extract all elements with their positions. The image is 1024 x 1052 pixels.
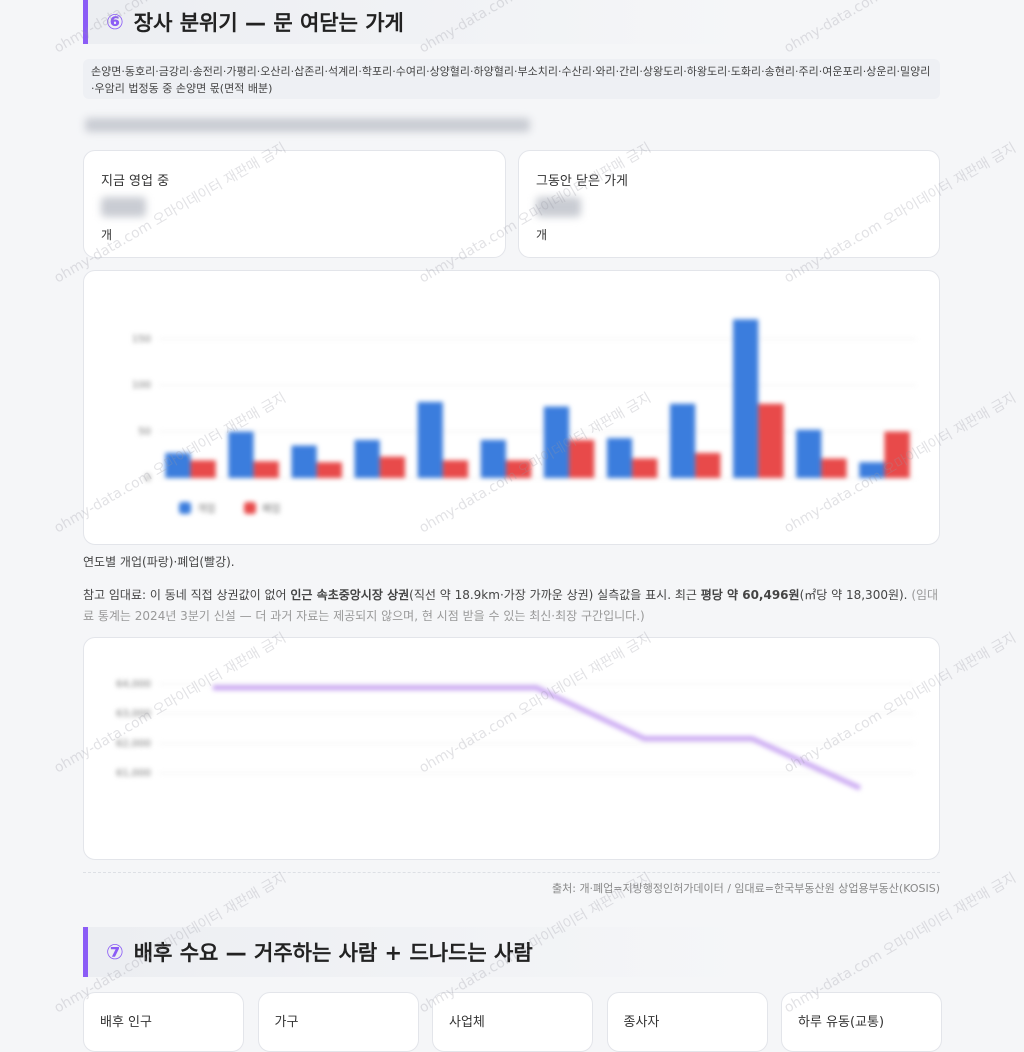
bar — [669, 403, 696, 478]
section-heading: ⑥ 장사 분위기 — 문 여닫는 가게 — [83, 0, 748, 44]
text: 참고 임대료: 이 동네 직접 상권값이 없어 — [83, 588, 291, 602]
stat-label: 가구 — [274, 1015, 299, 1030]
bar — [859, 462, 885, 478]
bar — [480, 439, 506, 478]
bar — [190, 460, 216, 478]
y-tick-label: 62,000 — [116, 738, 151, 749]
bar — [379, 456, 406, 478]
bar — [442, 460, 469, 478]
line — [212, 685, 862, 791]
y-tick-label: 100 — [132, 380, 151, 391]
stat-label: 지금 영업 중 — [101, 174, 170, 189]
section-number: ⑦ — [106, 940, 124, 964]
stat-card: 하루 유동(교통) — [781, 992, 942, 1052]
stat-card: 종사자 — [606, 992, 768, 1052]
legend-swatch — [244, 502, 256, 514]
bar — [695, 452, 721, 478]
text: (㎡당 약 18,300원). — [799, 588, 912, 602]
y-tick-label: 50 — [138, 427, 151, 438]
note: (임대료 통계는 2024년 3분기 신설 — 더 과거 자료는 제공되지 않으… — [83, 588, 939, 623]
blurred-value — [536, 197, 581, 217]
blurred-value — [101, 197, 146, 217]
chart-caption: 연도별 개업(파랑)·폐업(빨강). — [83, 555, 235, 569]
page: ⑥ 장사 분위기 — 문 여닫는 가게 손양면·동호리·금강리·송전리·가평리·오… — [51, 0, 1020, 1052]
legend-label: 개업 — [197, 502, 215, 515]
y-tick-label: 150 — [132, 334, 151, 345]
bar — [253, 461, 279, 478]
source: 출처: 개·폐업=지방행정인허가데이터 / 임대료=한국부동산원 상업용부동산(… — [552, 882, 940, 895]
bar — [821, 458, 847, 478]
bar — [543, 406, 570, 478]
stat-label: 배후 인구 — [100, 1015, 152, 1030]
stat-card: 사업체 — [432, 992, 593, 1052]
y-tick-label: 0 — [145, 473, 151, 484]
bar — [316, 462, 342, 478]
legend-swatch — [179, 502, 191, 514]
bar — [733, 319, 759, 478]
bar-chart: 0 50 100 150 개업 폐업 — [132, 319, 916, 515]
text: (직선 약 18.9km·가장 가까운 상권) 실측값을 표시. 최근 — [409, 588, 701, 602]
stat-label: 하루 유동(교통) — [798, 1015, 885, 1030]
bar — [417, 401, 443, 478]
rent-note: 참고 임대료: 이 동네 직접 상권값이 없어 인근 속초중앙시장 상권(직선 … — [83, 585, 943, 627]
section-number: ⑥ — [106, 10, 124, 34]
y-tick-label: 61,000 — [116, 768, 151, 779]
section-title: 배후 수요 — 거주하는 사람 + 드나드는 사람 — [133, 941, 533, 965]
stat-label: 그동안 닫은 가게 — [536, 174, 628, 189]
section-heading: ⑦ 배후 수요 — 거주하는 사람 + 드나드는 사람 — [83, 927, 748, 977]
bar — [632, 458, 658, 478]
bar — [354, 439, 380, 478]
emphasis: 인근 속초중앙시장 상권 — [290, 588, 410, 602]
stat-label: 사업체 — [449, 1015, 485, 1030]
bar — [291, 445, 317, 478]
line-chart: 61,000 62,000 63,000 64,000 — [116, 679, 914, 791]
bar — [758, 403, 784, 478]
stat-card: 가구 — [257, 992, 419, 1052]
y-tick-label: 63,000 — [116, 709, 151, 720]
blurred-text — [85, 118, 530, 132]
stat-unit: 개 — [101, 228, 113, 242]
bar — [884, 431, 910, 478]
legend-label: 폐업 — [262, 502, 280, 515]
stat-card: 배후 인구 — [83, 992, 244, 1052]
stat-label: 종사자 — [623, 1015, 660, 1030]
stat-card: 지금 영업 중 개 — [83, 150, 506, 258]
bar — [606, 438, 633, 478]
chart-card: 0 50 100 150 개업 폐업 — [83, 270, 940, 545]
section-title: 장사 분위기 — 문 여닫는 가게 — [133, 11, 404, 35]
stat-unit: 개 — [536, 228, 548, 242]
bar — [796, 429, 822, 478]
bar — [165, 452, 191, 478]
bar — [228, 431, 254, 478]
bar — [569, 439, 595, 478]
area-tags: 손양면·동호리·금강리·송전리·가평리·오산리·삽존리·석계리·학포리·수여리·… — [83, 59, 940, 99]
bar — [505, 460, 532, 478]
emphasis: 평당 약 60,496원 — [700, 588, 800, 602]
chart-card: 61,000 62,000 63,000 64,000 — [83, 637, 940, 860]
divider — [83, 872, 940, 873]
stat-card: 그동안 닫은 가게 개 — [518, 150, 940, 258]
y-tick-label: 64,000 — [116, 679, 151, 690]
watermark: ohmy-data.com 오마이데이터 재판매 금지 — [780, 0, 1020, 57]
